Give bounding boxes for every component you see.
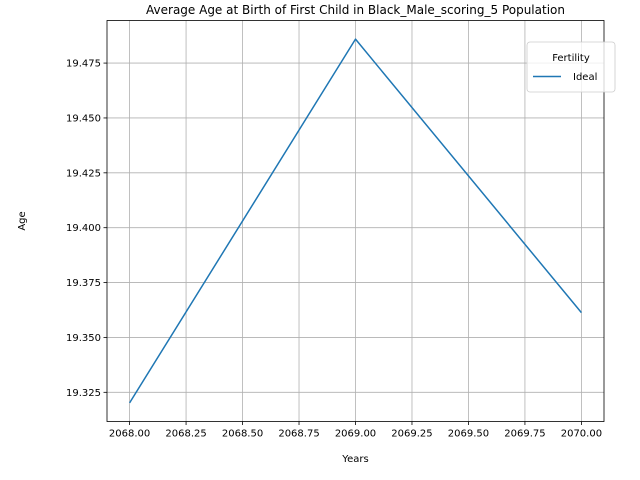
legend: Fertility Ideal [526, 41, 616, 93]
chart-title: Average Age at Birth of First Child in B… [146, 3, 565, 17]
x-tick-label: 2068.25 [165, 429, 206, 440]
x-tick-label: 2069.75 [504, 429, 545, 440]
x-tick-label: 2068.75 [278, 429, 319, 440]
legend-label: Ideal [573, 72, 597, 83]
x-tick-label: 2069.25 [391, 429, 432, 440]
x-tick-label: 2069.00 [335, 429, 376, 440]
x-tick-label: 2068.00 [109, 429, 150, 440]
y-tick-label: 19.475 [66, 59, 101, 70]
x-tick-label: 2068.50 [222, 429, 263, 440]
y-tick-label: 19.400 [66, 223, 101, 234]
y-tick-label: 19.450 [66, 113, 101, 124]
legend-box [526, 41, 616, 93]
x-axis-ticks: 2068.00 2068.25 2068.50 2068.75 2069.00 2069.… [109, 421, 602, 440]
y-axis-ticks: 19.325 19.350 19.375 19.400 19.425 19.450 19.4… [66, 59, 107, 399]
series-lines [128, 38, 582, 404]
legend-title: Fertility [552, 53, 590, 64]
y-axis-label: Age [17, 211, 28, 230]
x-tick-label: 2069.50 [448, 429, 489, 440]
y-tick-label: 19.350 [66, 333, 101, 344]
legend-entries: Ideal [533, 72, 597, 83]
y-tick-label: 19.325 [66, 388, 101, 399]
y-tick-label: 19.375 [66, 278, 101, 289]
x-tick-label: 2070.00 [561, 429, 602, 440]
y-tick-label: 19.425 [66, 168, 101, 179]
x-axis-label: Years [341, 454, 368, 465]
